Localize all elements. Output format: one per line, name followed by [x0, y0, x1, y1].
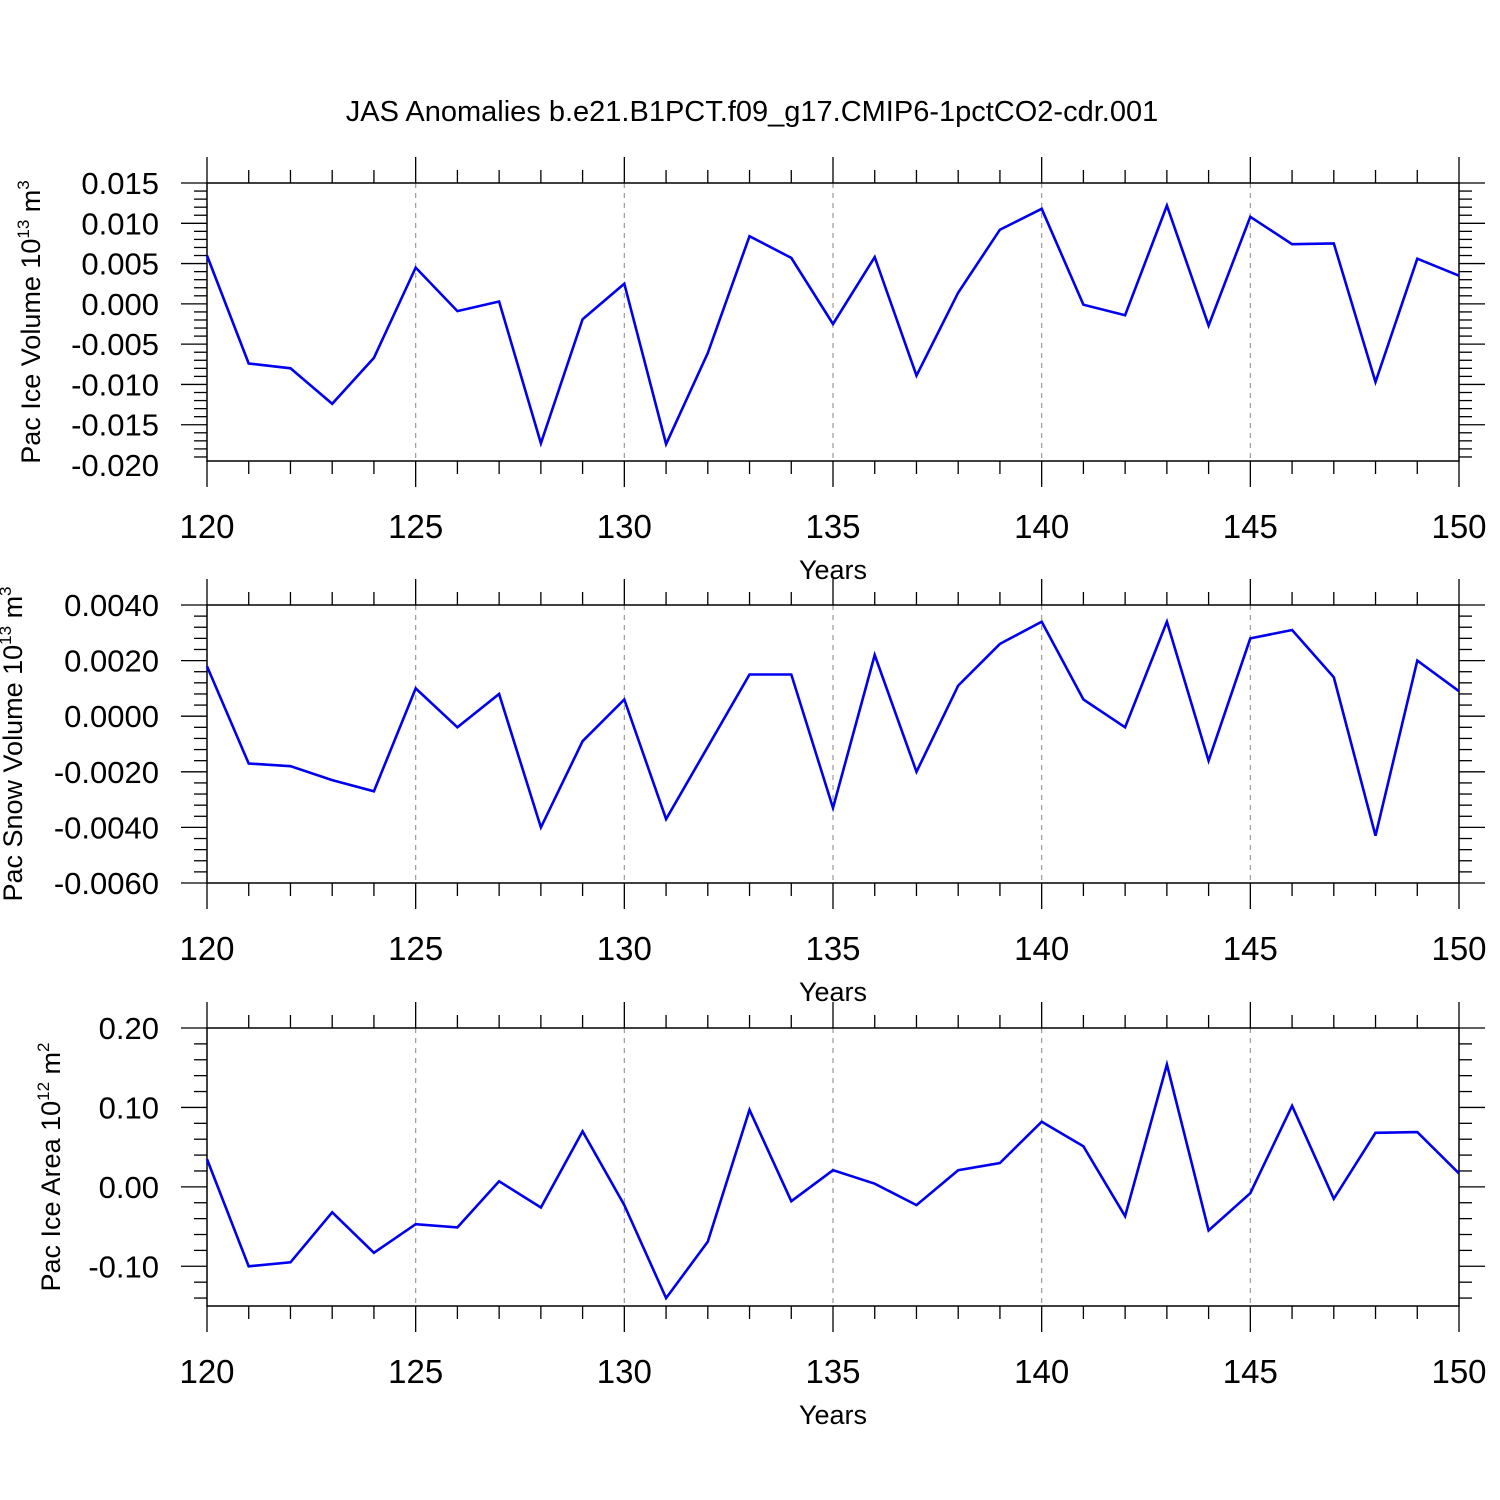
y-axis-label-text: Pac Ice Area 10 — [36, 1101, 66, 1292]
x-tick-label: 140 — [1014, 930, 1069, 967]
panel-1: -0.020 -0.015 -0.010 -0.005 0.000 0.005 0.010 0… — [14, 157, 1487, 585]
y-tick-label: -0.015 — [71, 408, 159, 443]
y-axis-label-text: m — [0, 596, 28, 626]
y-tick-label: 0.20 — [99, 1011, 159, 1046]
panel-3: -0.10 0.00 0.10 0.20 120 125 130 135 140 145 150 Ye… — [34, 1002, 1487, 1430]
y-axis-label-exponent: 2 — [34, 1042, 53, 1051]
y-tick-label: 0.0000 — [64, 699, 159, 734]
series-line — [205, 201, 1460, 448]
x-tick-label: 135 — [805, 930, 860, 967]
x-tick-label: 140 — [1014, 1353, 1069, 1390]
y-tick-label: -0.005 — [71, 327, 159, 362]
series-line — [205, 1059, 1460, 1301]
y-tick-label: 0.005 — [81, 247, 159, 282]
y-tick-label: 0.010 — [81, 206, 159, 241]
x-tick-label: 125 — [388, 930, 443, 967]
x-tick-label: 130 — [597, 508, 652, 545]
y-axis-label: Pac Snow Volume 1013 m3 — [0, 586, 28, 901]
x-tick-label: 120 — [179, 930, 234, 967]
y-tick-label: -0.020 — [71, 448, 159, 483]
y-axis-label: Pac Ice Area 1012 m2 — [34, 1042, 66, 1291]
y-axis-label-text: m — [36, 1052, 66, 1082]
x-tick-label: 140 — [1014, 508, 1069, 545]
x-tick-label: 130 — [597, 1353, 652, 1390]
y-tick-label: -0.0060 — [54, 866, 159, 901]
panel-2: -0.0060 -0.0040 -0.0020 0.0000 0.0020 0.0040 1… — [0, 579, 1487, 1007]
panels: -0.020 -0.015 -0.010 -0.005 0.000 0.005 0.010 0… — [0, 157, 1487, 1430]
y-axis-label-text: m — [16, 190, 46, 220]
x-tick-label: 150 — [1431, 508, 1486, 545]
y-axis-label-exponent: 3 — [14, 180, 33, 189]
y-axis-label-text: Pac Ice Volume 10 — [16, 239, 46, 464]
chart-title: JAS Anomalies b.e21.B1PCT.f09_g17.CMIP6-… — [346, 96, 1158, 128]
y-tick-label: -0.010 — [71, 367, 159, 402]
x-tick-label: 120 — [179, 508, 234, 545]
y-tick-label: -0.0020 — [54, 755, 159, 790]
y-tick-label: -0.0040 — [54, 810, 159, 845]
y-tick-label: 0.0020 — [64, 644, 159, 679]
y-tick-label: 0.000 — [81, 287, 159, 322]
x-tick-label: 135 — [805, 508, 860, 545]
series-line — [205, 617, 1460, 837]
x-axis-label: Years — [799, 1400, 867, 1430]
x-tick-label: 145 — [1223, 930, 1278, 967]
x-tick-label: 145 — [1223, 508, 1278, 545]
x-tick-label: 125 — [388, 508, 443, 545]
x-tick-label: 135 — [805, 1353, 860, 1390]
y-axis-label: Pac Ice Volume 1013 m3 — [14, 180, 46, 464]
y-axis-label-exponent: 3 — [0, 586, 15, 595]
y-tick-label: 0.00 — [99, 1170, 159, 1205]
x-tick-label: 125 — [388, 1353, 443, 1390]
y-tick-label: -0.10 — [88, 1249, 159, 1284]
x-tick-label: 130 — [597, 930, 652, 967]
y-tick-label: 0.10 — [99, 1090, 159, 1125]
x-tick-label: 150 — [1431, 1353, 1486, 1390]
x-tick-label: 150 — [1431, 930, 1486, 967]
y-axis-label-exponent: 12 — [34, 1082, 53, 1101]
x-tick-label: 120 — [179, 1353, 234, 1390]
y-axis-label-exponent: 13 — [14, 220, 33, 239]
y-tick-label: 0.015 — [81, 166, 159, 201]
y-axis-label-text: Pac Snow Volume 10 — [0, 645, 28, 902]
y-tick-label: 0.0040 — [64, 588, 159, 623]
y-axis-label-exponent: 13 — [0, 626, 15, 645]
x-tick-label: 145 — [1223, 1353, 1278, 1390]
